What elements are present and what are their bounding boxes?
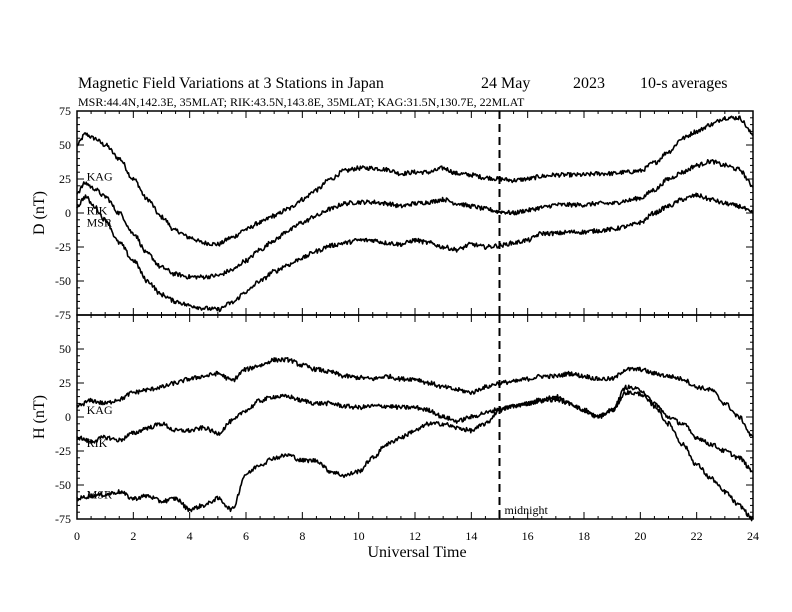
chart-date: 24 May — [481, 75, 530, 92]
y-tick-label: -50 — [55, 274, 71, 288]
series-line-kag — [76, 115, 754, 247]
series-line-rik — [76, 159, 754, 280]
series-line-rik — [76, 384, 754, 473]
panel-frame — [76, 314, 754, 520]
y-tick-label: 0 — [65, 410, 71, 424]
y-tick-label: -25 — [55, 240, 71, 254]
series-line-kag — [76, 357, 754, 438]
x-tick-label: 8 — [299, 529, 305, 543]
series-line-msr — [76, 192, 754, 313]
x-tick-label: 20 — [634, 529, 646, 543]
x-tick-label: 10 — [353, 529, 365, 543]
x-tick-label: 24 — [747, 529, 759, 543]
series-label-kag: KAG — [87, 169, 113, 183]
x-tick-label: 4 — [187, 529, 193, 543]
y-tick-label: -50 — [55, 478, 71, 492]
y-tick-label: 25 — [59, 172, 71, 186]
x-axis-label: Universal Time — [367, 544, 466, 561]
y-tick-label: 50 — [59, 342, 71, 356]
series-label-msr: MSR — [87, 488, 112, 502]
y-axis-label: D (nT) — [31, 191, 48, 235]
series-label-rik: RIK — [87, 436, 108, 450]
series-label-msr: MSR — [87, 216, 112, 230]
series-line-msr — [76, 389, 754, 522]
y-tick-label: 75 — [59, 104, 71, 118]
x-tick-label: 22 — [691, 529, 703, 543]
x-tick-label: 2 — [130, 529, 136, 543]
x-tick-label: 16 — [522, 529, 534, 543]
y-axis-label: H (nT) — [31, 395, 48, 439]
x-tick-label: 12 — [409, 529, 421, 543]
y-tick-label: -75 — [55, 308, 71, 322]
x-tick-label: 0 — [74, 529, 80, 543]
y-tick-label: 25 — [59, 376, 71, 390]
chart-averaging: 10-s averages — [640, 75, 728, 92]
chart-title-group: Magnetic Field Variations at 3 Stations … — [78, 75, 728, 109]
chart-subtitle: MSR:44.4N,142.3E, 35MLAT; RIK:43.5N,143.… — [78, 95, 525, 109]
midnight-label: midnight — [505, 503, 549, 517]
x-tick-label: 14 — [465, 529, 477, 543]
x-tick-label: 6 — [243, 529, 249, 543]
panel-h: 50 25 0 -25 -50 -75 H (nT) KAG RIK MSR — [31, 314, 754, 526]
chart-year: 2023 — [573, 75, 605, 92]
y-tick-label: -75 — [55, 512, 71, 526]
y-tick-label: 0 — [65, 206, 71, 220]
y-tick-label: 50 — [59, 138, 71, 152]
y-tick-label: -25 — [55, 444, 71, 458]
x-tick-label: 18 — [578, 529, 590, 543]
chart-title: Magnetic Field Variations at 3 Stations … — [78, 75, 384, 92]
series-label-kag: KAG — [87, 403, 113, 417]
